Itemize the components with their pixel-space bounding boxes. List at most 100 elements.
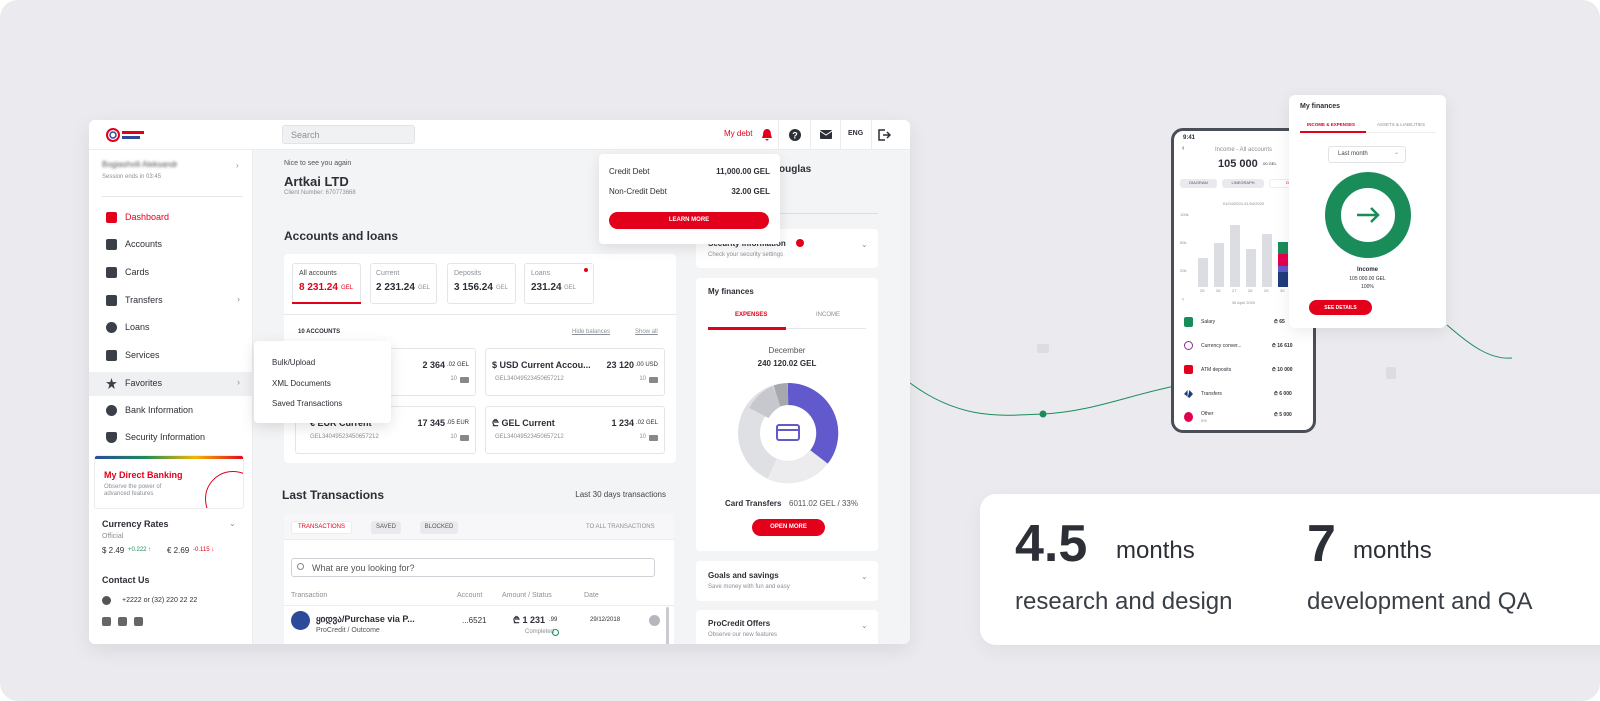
list-amount: ₾ 6 000 (1274, 391, 1292, 397)
card-count: 10 (450, 434, 457, 440)
language-switch[interactable]: ENG (848, 130, 864, 137)
column-header[interactable]: Account (457, 592, 483, 599)
tab[interactable]: BLOCKED (420, 521, 458, 534)
submenu-item[interactable]: Bulk/Upload (272, 358, 316, 367)
card-title: My finances (708, 287, 754, 296)
menu-item[interactable]: Dashboard (125, 212, 170, 222)
learn-more-button[interactable]: LEARN MORE (609, 212, 769, 229)
search-box[interactable]: Search (282, 125, 415, 144)
menu-item[interactable]: Services (125, 350, 160, 360)
decoration (109, 131, 117, 139)
status: Completed (525, 629, 555, 635)
search-box[interactable]: What are you looking for? (291, 558, 655, 577)
faint-icon (1037, 344, 1049, 353)
period-select[interactable] (1328, 146, 1406, 163)
help-icon[interactable]: ? (789, 129, 801, 141)
account-tab[interactable] (370, 263, 437, 304)
rates-label: Official (102, 533, 124, 540)
decoration (773, 383, 789, 407)
account-tab[interactable] (447, 263, 516, 304)
divider (778, 120, 779, 150)
decoration (460, 377, 469, 383)
card-count: 10 (639, 376, 646, 382)
menu-item[interactable]: Bank Information (125, 405, 194, 415)
decoration (1300, 132, 1436, 133)
tab-label: Loans (531, 270, 551, 277)
sidebar: Bogiashvili Aleksandr Session ends in 03… (89, 150, 253, 644)
menu-item[interactable]: Accounts (125, 239, 163, 249)
month: December (768, 346, 806, 355)
account-amount: 23 120 (606, 360, 634, 370)
decoration (708, 328, 866, 329)
decoration (1214, 243, 1224, 287)
tab[interactable]: INCOME (816, 312, 840, 318)
menu-item[interactable]: Security Information (125, 432, 206, 442)
transactions-panel: TRANSACTIONS SAVED BLOCKED TO ALL TRANSA… (284, 514, 674, 644)
menu-item[interactable]: Transfers (125, 295, 163, 305)
top-bar: Search My debt ? ENG (89, 120, 910, 150)
hide-balances[interactable]: Hide balances (572, 329, 611, 335)
submenu-item[interactable]: Saved Transactions (272, 399, 343, 408)
menu-icon (106, 212, 117, 223)
list-amount: ₾ 65 (1274, 319, 1285, 325)
debt-link[interactable]: My debt (724, 129, 753, 138)
logout-icon[interactable] (878, 129, 891, 141)
income-label: Income (1356, 267, 1378, 273)
decoration (584, 268, 588, 272)
goals-card[interactable]: Goals and savings Save money with fun an… (696, 561, 878, 601)
category-value: 6011.02 GEL / 33% (789, 499, 858, 508)
social-icon[interactable] (118, 617, 127, 626)
list-amount: ₾ 10 000 (1272, 367, 1293, 373)
decoration (796, 239, 804, 247)
tab[interactable]: SAVED (371, 521, 401, 534)
menu-item[interactable]: Cards (125, 267, 150, 277)
tab-label: Current (376, 270, 400, 277)
column-header[interactable]: Date (584, 592, 599, 599)
social-icon[interactable] (134, 617, 143, 626)
open-more-button[interactable]: OPEN MORE (752, 519, 825, 536)
menu-item[interactable]: Loans (125, 322, 150, 332)
column-header[interactable]: Transaction (291, 592, 328, 599)
menu-icon (106, 295, 117, 306)
tab-amount: 231.24 (531, 282, 562, 293)
favorites-menu: Bulk/Upload XML Documents Saved Transact… (254, 341, 391, 423)
info-icon[interactable] (649, 615, 660, 626)
list-amount: ₾ 5 000 (1274, 412, 1292, 418)
menu-icon (106, 322, 117, 333)
decoration (1325, 172, 1411, 258)
divider (284, 314, 676, 315)
column-header[interactable]: Amount / Status (502, 592, 552, 599)
session-timer: Session ends in 03:45 (102, 174, 162, 180)
social-icon[interactable] (102, 617, 111, 626)
stats-card: 4.5 months research and design 7 months … (980, 494, 1600, 645)
offers-card[interactable]: ProCredit Offers Observe our new feature… (696, 610, 878, 644)
chip[interactable]: DIAGRAM (1180, 179, 1217, 188)
see-details-button[interactable]: SEE DETAILS (1309, 300, 1372, 315)
tab[interactable]: ASSETS & LIABILITIES (1377, 122, 1426, 127)
account-card[interactable]: ₾ GEL Current GEL34049523450657212 1 234… (485, 406, 665, 454)
submenu-item[interactable]: XML Documents (272, 379, 331, 388)
stat-value: 4.5 (1015, 515, 1088, 573)
scrollbar[interactable] (666, 607, 669, 644)
decoration (460, 435, 469, 441)
promo-decoration (205, 471, 243, 508)
decoration (1184, 412, 1193, 422)
mail-icon[interactable] (820, 130, 832, 139)
card-title: My finances (1300, 103, 1341, 110)
stat-label: development and QA (1307, 588, 1533, 615)
amount: ₾ 1 231 (513, 615, 545, 625)
account-tab[interactable] (524, 263, 594, 304)
tab[interactable]: TRANSACTIONS (291, 521, 352, 534)
menu-item[interactable]: Favorites (125, 378, 163, 388)
account-fraction: .02 GEL (635, 420, 658, 426)
account-tab[interactable] (292, 263, 361, 304)
all-transactions-link[interactable]: TO ALL TRANSACTIONS (586, 524, 655, 530)
show-all[interactable]: Show all (635, 329, 658, 335)
security-card[interactable]: Security information Check your security… (696, 229, 878, 268)
account-card[interactable]: $ USD Current Accou... GEL34049523450657… (485, 348, 665, 396)
tab[interactable]: EXPENSES (735, 312, 768, 318)
tab[interactable]: INCOME & EXPENSES (1307, 122, 1356, 127)
promo-card[interactable]: My Direct Banking Observe the power of a… (94, 455, 244, 509)
chip[interactable]: LINEGRAPH (1222, 179, 1264, 188)
